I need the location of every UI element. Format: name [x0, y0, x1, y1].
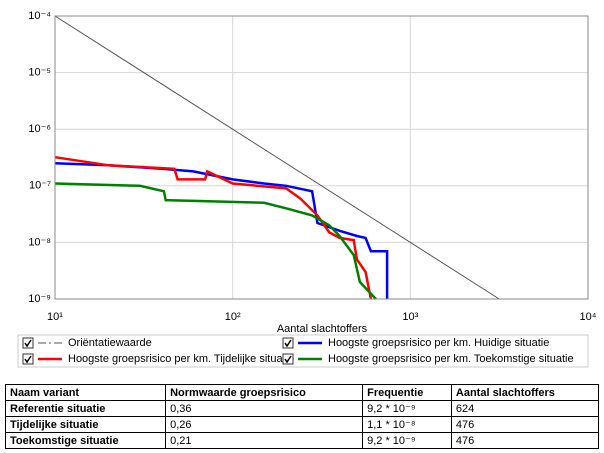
legend-checkbox[interactable]	[22, 337, 34, 349]
table-cell: 476	[450, 432, 600, 449]
x-tick-label: 10³	[402, 311, 418, 323]
legend-label: Hoogste groepsrisico per km. Huidige sit…	[328, 337, 549, 349]
checkbox-box	[22, 337, 34, 349]
chart: Aantal slachtoffers 10⁻⁹ 10⁻⁸ 10⁻⁷ 10⁻⁶ 10⁻⁵…	[17, 10, 597, 368]
table-cell: 0,21	[165, 432, 364, 449]
legend	[17, 334, 589, 368]
checkbox-tick	[284, 355, 292, 364]
checkbox-tick	[284, 339, 292, 348]
checkbox-tick	[24, 339, 32, 348]
y-tick-label: 10⁻⁶	[28, 123, 51, 135]
y-tick-label: 10⁻⁷	[29, 180, 51, 192]
table-cell: 476	[450, 416, 600, 433]
series-line	[54, 15, 500, 300]
checkbox-box	[22, 353, 34, 365]
legend-checkbox[interactable]	[282, 353, 294, 365]
table-cell: 1,1 * 10⁻⁸	[362, 416, 452, 433]
series-line	[54, 155, 373, 300]
table-cell: 624	[450, 400, 600, 417]
x-tick-label: 10¹	[47, 311, 63, 323]
checkbox-tick	[24, 355, 32, 364]
plot-area	[54, 15, 589, 300]
header-row: Naam variant Normwaarde groepsrisico Frequ…	[4, 384, 600, 401]
table-cell: 9,2 * 10⁻⁹	[362, 432, 452, 449]
table-row: Tijdelijke situatie 0,26 1,1 * 10⁻⁸ 476	[4, 416, 600, 433]
header-cell: Normwaarde groepsrisico	[165, 384, 364, 401]
plot-border	[54, 15, 589, 300]
header-cell: Aantal slachtoffers	[450, 384, 600, 401]
y-tick-label: 10⁻⁹	[28, 293, 51, 305]
y-tick-label: 10⁻⁸	[28, 236, 51, 248]
table-row: Toekomstige situatie 0,21 9,2 * 10⁻⁹ 476	[4, 432, 600, 449]
table-cell: Tijdelijke situatie	[4, 416, 167, 433]
y-tick-label: 10⁻⁴	[28, 10, 51, 22]
legend-checkbox[interactable]	[282, 337, 294, 349]
table-cell: 0,36	[165, 400, 364, 417]
y-tick-label: 10⁻⁵	[28, 67, 51, 79]
series-line	[54, 182, 377, 300]
x-tick-label: 10²	[225, 311, 241, 323]
checkbox-box	[282, 353, 294, 365]
table-cell: 0,26	[165, 416, 364, 433]
table-cell: Referentie situatie	[4, 400, 167, 417]
table-cell: Toekomstige situatie	[4, 432, 167, 449]
table-cell: 9,2 * 10⁻⁹	[362, 400, 452, 417]
header-cell: Naam variant	[4, 384, 167, 401]
legend-label: Hoogste groepsrisico per km. Toekomstige…	[328, 353, 574, 365]
checkbox-box	[282, 337, 294, 349]
x-tick-label: 10⁴	[580, 311, 597, 323]
legend-label: Hoogste groepsrisico per km. Tijdelijke …	[68, 353, 294, 365]
table-row: Referentie situatie 0,36 9,2 * 10⁻⁹ 624	[4, 400, 600, 417]
header-cell: Frequentie	[362, 384, 452, 401]
legend-label: Oriëntatiewaarde	[68, 337, 152, 349]
results-table: Naam variant Normwaarde groepsrisico Frequ…	[4, 384, 600, 449]
legend-checkbox[interactable]	[22, 353, 34, 365]
x-axis-label: Aantal slachtoffers	[277, 323, 368, 335]
